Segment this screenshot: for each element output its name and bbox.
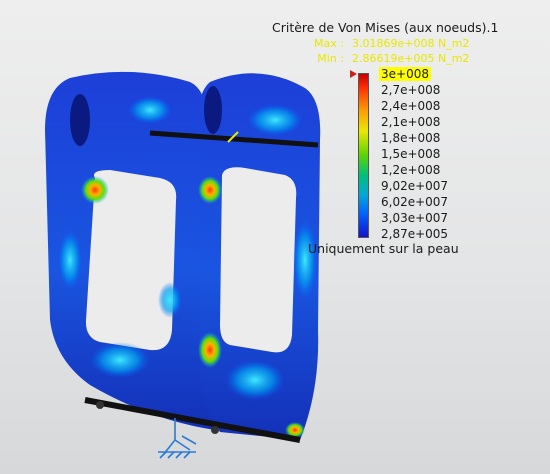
color-scale-bar (358, 73, 369, 238)
scale-marker-icon[interactable] (350, 70, 357, 78)
legend-tick: 2,4e+008 (381, 99, 441, 113)
legend-tick: 1,8e+008 (381, 131, 441, 145)
legend-title: Critère de Von Mises (aux noeuds).1 (272, 20, 499, 35)
legend-max-label: Max : (314, 37, 344, 50)
restraint-icon[interactable] (158, 418, 197, 459)
legend-min-value: 2.86619e+005 N_m2 (352, 52, 470, 65)
legend-note: Uniquement sur la peau (308, 241, 459, 256)
upper-shaft (149, 130, 319, 148)
legend-tick: 6,02e+007 (381, 195, 449, 209)
legend-min-label: Min : (317, 52, 344, 65)
legend-tick: 2,7e+008 (381, 83, 441, 97)
right-plate (198, 73, 321, 440)
left-plate (45, 71, 215, 430)
legend-max: Max : 3.01869e+008 N_m2 (298, 37, 469, 50)
legend-tick: 3,03e+007 (381, 211, 449, 225)
lower-shaft (84, 397, 301, 443)
legend-tick: 3e+008 (379, 67, 431, 81)
legend-tick: 2,1e+008 (381, 115, 441, 129)
legend-tick: 1,2e+008 (381, 163, 441, 177)
legend-max-value: 3.01869e+008 N_m2 (352, 37, 470, 50)
legend-tick: 9,02e+007 (381, 179, 449, 193)
legend-tick: 1,5e+008 (381, 147, 441, 161)
legend-tick: 2,87e+005 (381, 227, 449, 241)
legend-min: Min : 2.86619e+005 N_m2 (298, 52, 469, 65)
